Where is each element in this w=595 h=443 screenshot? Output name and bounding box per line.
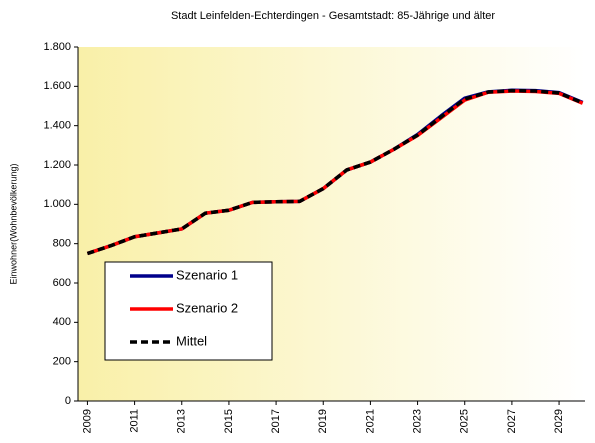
x-tick-label: 2017 — [270, 409, 282, 433]
y-tick-label: 1.400 — [43, 120, 71, 132]
legend-label: Mittel — [176, 333, 207, 348]
chart-title: Stadt Leinfelden-Echterdingen - Gesamtst… — [171, 10, 495, 22]
x-tick-label: 2025 — [459, 409, 471, 433]
y-tick-label: 1.200 — [43, 159, 71, 171]
y-tick-label: 1.800 — [43, 41, 71, 53]
legend-label: Szenario 1 — [176, 267, 238, 282]
x-tick-label: 2013 — [176, 409, 188, 433]
x-tick-label: 2019 — [317, 409, 329, 433]
y-axis-label: Einwohner(Wohnbevölkerung) — [8, 164, 18, 285]
series-line — [86, 88, 584, 256]
y-tick-label: 600 — [53, 277, 71, 289]
x-tick-label: 2029 — [553, 409, 565, 433]
legend-label: Szenario 2 — [176, 300, 238, 315]
x-tick-label: 2011 — [129, 409, 141, 433]
y-tick-label: 200 — [53, 356, 71, 368]
y-tick-label: 1.000 — [43, 198, 71, 210]
x-tick-label: 2015 — [223, 409, 235, 433]
x-tick-label: 2021 — [364, 409, 376, 433]
x-tick-label: 2023 — [411, 409, 423, 433]
y-tick-label: 400 — [53, 316, 71, 328]
y-tick-label: 0 — [65, 395, 71, 407]
y-tick-label: 800 — [53, 238, 71, 250]
y-tick-label: 1.600 — [43, 80, 71, 92]
x-tick-label: 2027 — [506, 409, 518, 433]
x-tick-label: 2009 — [81, 409, 93, 433]
